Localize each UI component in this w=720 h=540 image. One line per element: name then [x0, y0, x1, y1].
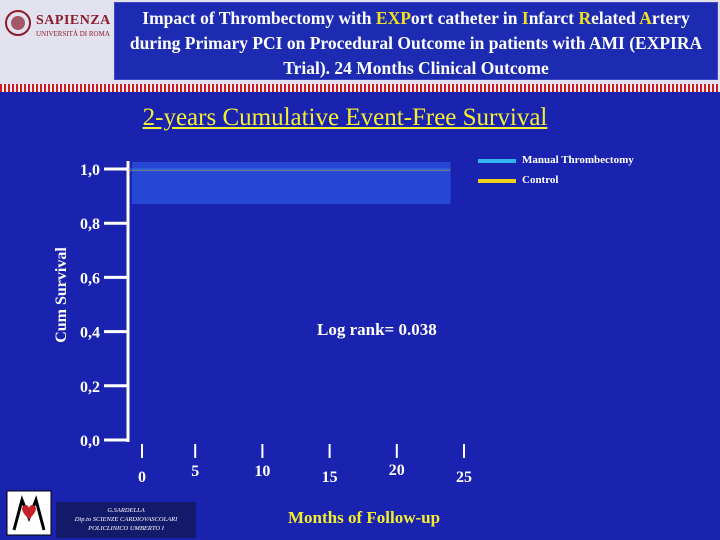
y-axis-label: Cum Survival [50, 225, 74, 365]
logo-subtitle: UNIVERSITÀ DI ROMA [36, 30, 110, 38]
credit-line-2: Dip.to SCIENZE CARDIOVASCOLARI [74, 516, 178, 523]
legend-label: Manual Thrombectomy [522, 154, 634, 166]
seal-icon [5, 10, 31, 36]
department-logo-icon [6, 490, 52, 536]
header-bar: SAPIENZA UNIVERSITÀ DI ROMA Impact of Th… [0, 0, 720, 84]
legend-swatch [478, 179, 516, 183]
title-part: A [639, 8, 652, 28]
y-tick-label: 0,6 [80, 270, 100, 287]
chart-title: 2-years Cumulative Event-Free Survival [142, 104, 548, 131]
title-part: elated [591, 8, 640, 28]
log-rank-annotation: Log rank= 0.038 [317, 320, 437, 339]
x-tick-label: 25 [456, 469, 472, 486]
title-part: EXP [375, 8, 411, 28]
y-axis-label-text: Cum Survival [53, 247, 70, 343]
credit-line-3: POLICLINICO UMBERTO I [88, 525, 164, 532]
y-tick-label: 0,0 [80, 433, 100, 450]
curve-band [132, 162, 451, 204]
x-axis-label: Months of Follow-up [288, 508, 441, 527]
y-tick-label: 1,0 [80, 162, 100, 179]
author-credit: G.SARDELLA Dip.to SCIENZE CARDIOVASCOLAR… [56, 502, 196, 538]
title-part: ort catheter in [410, 8, 522, 28]
legend-swatch [478, 159, 516, 163]
title-part: Impact of Thrombectomy with [142, 8, 376, 28]
x-tick-label: 0 [138, 469, 146, 486]
x-tick-label: 15 [322, 469, 338, 486]
y-tick-label: 0,8 [80, 216, 100, 233]
slide-title: Impact of Thrombectomy with EXPort cathe… [114, 2, 718, 80]
title-part: I [521, 8, 529, 28]
credit-line-1: G.SARDELLA [107, 507, 145, 514]
decorative-stripe [0, 84, 720, 92]
university-logo: SAPIENZA UNIVERSITÀ DI ROMA [4, 6, 114, 42]
x-tick-label: 10 [254, 463, 270, 480]
title-part: nfarct [528, 8, 579, 28]
title-part: rtery during Primary PCI on Procedural O… [129, 8, 703, 78]
x-tick-label: 20 [389, 462, 405, 479]
x-tick-label: 5 [191, 463, 199, 480]
y-tick-label: 0,2 [80, 379, 100, 396]
y-tick-label: 0,4 [80, 325, 100, 342]
legend-label: Control [522, 174, 559, 186]
title-part: R [578, 8, 592, 28]
logo-name: SAPIENZA [36, 13, 111, 28]
